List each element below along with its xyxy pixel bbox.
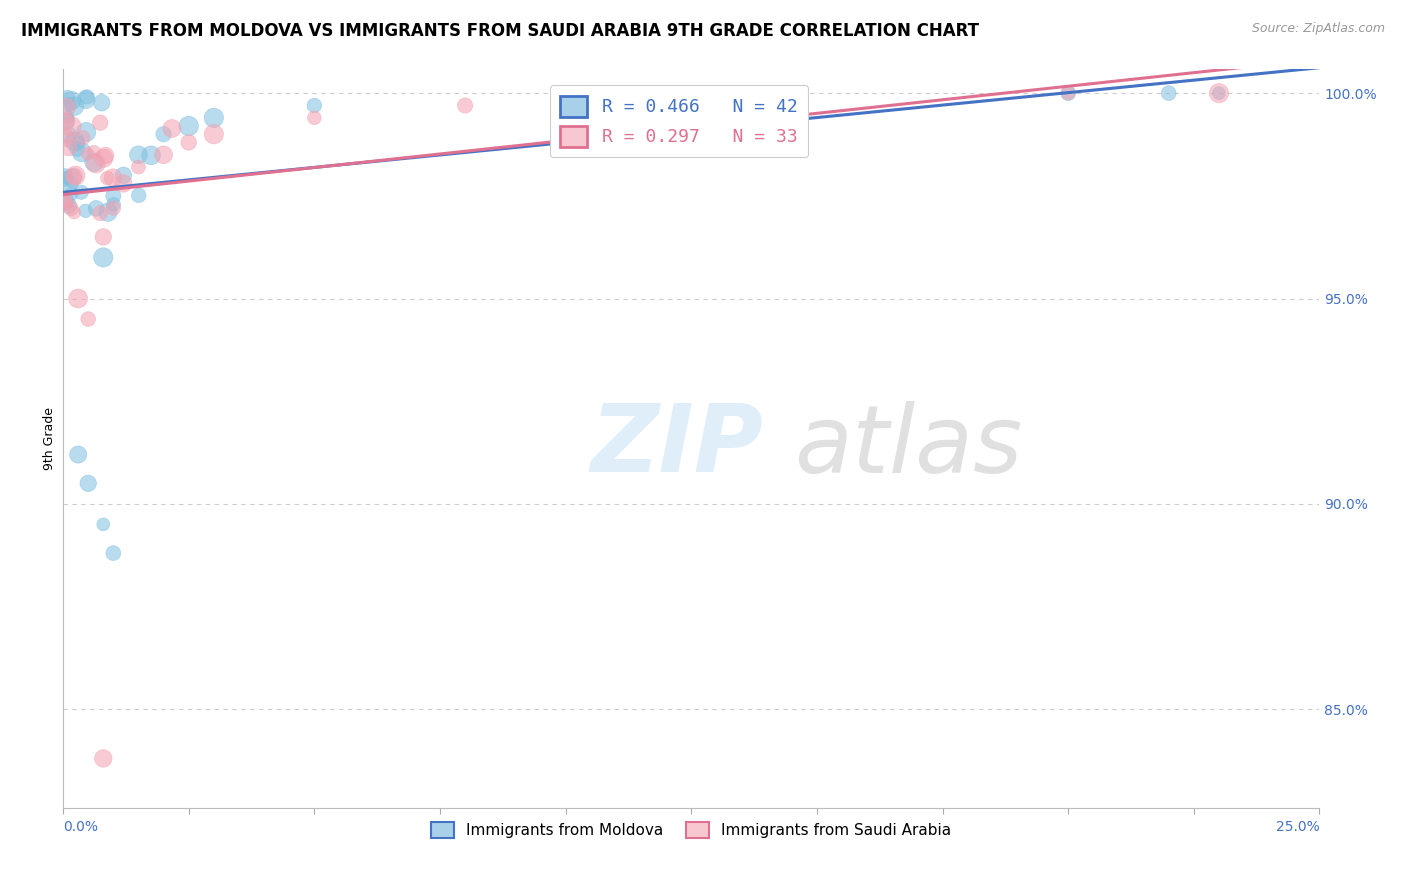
Point <box>139 148 162 162</box>
Point <box>103 201 125 215</box>
Y-axis label: 9th Grade: 9th Grade <box>44 407 56 469</box>
Text: ZIP: ZIP <box>591 400 763 492</box>
Point <box>70 145 93 160</box>
Point <box>93 151 115 165</box>
Point <box>177 119 200 133</box>
Point <box>89 115 111 129</box>
Point <box>91 251 114 265</box>
Text: 25.0%: 25.0% <box>1275 820 1319 834</box>
Point <box>1057 86 1080 100</box>
Point <box>58 198 80 212</box>
Point <box>60 186 83 201</box>
Point <box>152 148 174 162</box>
Point <box>56 178 79 192</box>
Point <box>67 448 90 462</box>
Point <box>77 312 100 326</box>
Point <box>83 155 105 169</box>
Point <box>103 197 125 211</box>
Point <box>202 127 225 141</box>
Point <box>63 205 86 219</box>
Point <box>60 120 83 134</box>
Point <box>112 177 135 191</box>
Point <box>60 202 83 216</box>
Point <box>56 128 79 142</box>
Point <box>72 131 94 145</box>
Point <box>60 171 83 186</box>
Point <box>90 95 112 110</box>
Point <box>67 136 90 150</box>
Point <box>152 127 174 141</box>
Point <box>63 169 86 184</box>
Point <box>554 90 576 104</box>
Point <box>76 90 98 104</box>
Point <box>55 196 77 211</box>
Text: 0.0%: 0.0% <box>63 820 98 834</box>
Point <box>160 121 183 136</box>
Point <box>67 292 90 306</box>
Point <box>127 160 149 174</box>
Point <box>58 97 80 112</box>
Point <box>84 202 107 216</box>
Point <box>304 98 326 112</box>
Text: IMMIGRANTS FROM MOLDOVA VS IMMIGRANTS FROM SAUDI ARABIA 9TH GRADE CORRELATION CH: IMMIGRANTS FROM MOLDOVA VS IMMIGRANTS FR… <box>21 22 979 40</box>
Point <box>304 111 326 125</box>
Text: atlas: atlas <box>794 401 1022 491</box>
Point <box>1057 86 1080 100</box>
Point <box>60 94 83 108</box>
Point <box>65 169 87 183</box>
Point <box>91 751 114 765</box>
Point <box>1208 86 1230 100</box>
Point <box>127 148 149 162</box>
Point <box>97 205 120 219</box>
Point <box>96 171 118 186</box>
Point <box>91 517 114 532</box>
Point <box>75 93 97 107</box>
Point <box>56 113 79 128</box>
Point <box>55 169 77 184</box>
Legend: Immigrants from Moldova, Immigrants from Saudi Arabia: Immigrants from Moldova, Immigrants from… <box>425 816 957 845</box>
Point <box>83 145 105 159</box>
Point <box>76 146 98 161</box>
Point <box>89 206 111 220</box>
Point <box>1208 86 1230 100</box>
Point <box>56 100 79 114</box>
Point <box>91 230 114 244</box>
Point <box>1157 86 1180 100</box>
Point <box>112 169 135 183</box>
Point <box>75 125 97 139</box>
Point <box>454 98 477 112</box>
Point <box>103 546 125 560</box>
Point <box>56 90 79 104</box>
Point <box>63 99 86 113</box>
Point <box>55 131 77 145</box>
Point <box>55 194 77 209</box>
Point <box>94 148 117 162</box>
Text: Source: ZipAtlas.com: Source: ZipAtlas.com <box>1251 22 1385 36</box>
Point <box>202 111 225 125</box>
Point <box>84 157 107 171</box>
Point <box>77 476 100 491</box>
Point <box>55 171 77 186</box>
Point <box>70 185 93 199</box>
Point <box>75 203 97 218</box>
Point <box>101 170 124 185</box>
Point <box>58 140 80 154</box>
Point <box>177 136 200 150</box>
Point <box>128 188 150 202</box>
Point <box>55 194 77 209</box>
Point <box>55 114 77 128</box>
Point <box>66 142 89 156</box>
Point <box>56 110 79 124</box>
Point <box>103 189 125 203</box>
Point <box>63 135 86 149</box>
